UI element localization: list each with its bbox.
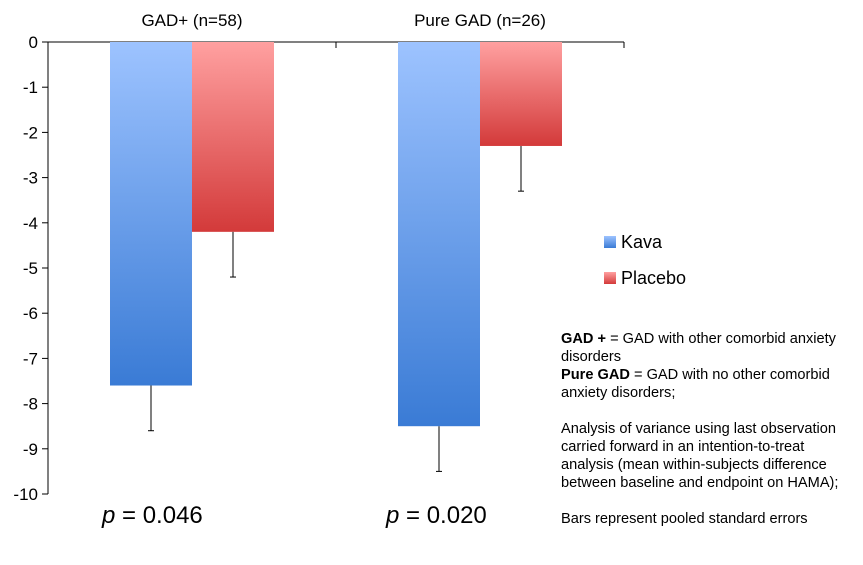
note-analysis: Analysis of variance using last observat… (561, 421, 839, 491)
y-tick-label-2: -2 (23, 123, 38, 142)
p-value-2-symbol: p (386, 502, 400, 529)
note-bars: Bars represent pooled standard errors (561, 511, 808, 527)
p-value-2: p = 0.020 (386, 502, 487, 530)
error-bars (148, 145, 524, 472)
y-tick-label-0: 0 (29, 33, 38, 52)
y-tick-label-6: -6 (23, 304, 38, 323)
p-value-1-symbol: p (102, 502, 116, 529)
y-tick-label-4: -4 (23, 214, 38, 233)
legend: Kava Placebo (604, 224, 686, 296)
y-tick-label-3: -3 (23, 169, 38, 188)
y-tick-label-5: -5 (23, 259, 38, 278)
note-pure-gad-term: Pure GAD (561, 367, 630, 383)
notes: GAD + = GAD with other comorbid anxiety … (561, 330, 861, 528)
bar-placebo-1 (480, 42, 562, 146)
note-pure-gad-def: = GAD with no other comorbid anxiety dis… (561, 367, 830, 401)
p-value-2-text: = 0.020 (399, 502, 487, 529)
note-pure-gad: Pure GAD = GAD with no other comorbid an… (561, 366, 861, 402)
p-value-1-text: = 0.046 (115, 502, 203, 529)
bar-placebo-0 (192, 42, 274, 232)
legend-swatch-placebo (604, 272, 616, 284)
y-tick-label-1: -1 (23, 78, 38, 97)
legend-label-placebo: Placebo (621, 267, 687, 288)
y-tick-label-7: -7 (23, 349, 38, 368)
bars (110, 42, 562, 427)
note-gad-plus-def: = GAD with other comorbid anxiety disord… (561, 331, 836, 365)
legend-swatch-kava (604, 236, 616, 248)
y-tick-label-9: -9 (23, 440, 38, 459)
note-gad-plus-term: GAD + (561, 331, 607, 347)
legend-label-kava: Kava (621, 231, 663, 252)
y-tick-label-10: -10 (13, 485, 38, 504)
bar-kava-1 (398, 42, 480, 427)
p-value-1: p = 0.046 (102, 502, 203, 530)
legend-item-kava: Kava (604, 224, 686, 260)
category-label-0: GAD+ (n=58) (141, 11, 242, 30)
note-gad-plus: GAD + = GAD with other comorbid anxiety … (561, 330, 861, 366)
bar-kava-0 (110, 42, 192, 386)
legend-item-placebo: Placebo (604, 260, 686, 296)
axis-labels: 0 -1 -2 -3 -4 -5 -6 -7 -8 -9 -10 GAD+ (n=58) Pure GA… (13, 11, 545, 504)
y-tick-label-8: -8 (23, 395, 38, 414)
category-label-1: Pure GAD (n=26) (414, 11, 546, 30)
